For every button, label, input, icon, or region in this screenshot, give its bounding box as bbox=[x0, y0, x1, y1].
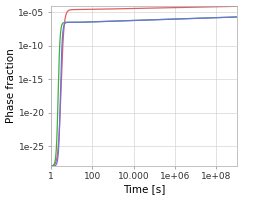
f_prec$TH_DP_GP8_P0 bbox=[81, 8, 85, 11]
f_prec$THETA_AL2CU_P0 bbox=[212, 17, 215, 19]
f_prec$THETA_AL2CU_P0 bbox=[81, 21, 85, 23]
f_prec$TH_DP_GP8_P0 bbox=[232, 5, 235, 8]
f_prec$THETA_AL2CU_P0 bbox=[129, 19, 132, 22]
f_prec$THETA_AL2CU_P0 bbox=[49, 165, 52, 167]
f_prec$THETA_PRIME_P0 bbox=[129, 19, 132, 22]
Y-axis label: Phase fraction: Phase fraction bbox=[6, 49, 16, 123]
f_prec$THETA_AL2CU_P0 bbox=[235, 16, 239, 18]
Line: f_prec$TH_DP_GP8_P0: f_prec$TH_DP_GP8_P0 bbox=[51, 6, 237, 166]
X-axis label: Time [s]: Time [s] bbox=[123, 184, 165, 194]
f_prec$THETA_PRIME_P0 bbox=[70, 21, 74, 24]
f_prec$THETA_AL2CU_P0 bbox=[70, 21, 74, 24]
Line: f_prec$THETA_AL2CU_P0: f_prec$THETA_AL2CU_P0 bbox=[51, 17, 237, 166]
f_prec$TH_DP_GP8_P0 bbox=[129, 7, 132, 10]
f_prec$TH_DP_GP8_P0 bbox=[235, 5, 239, 8]
f_prec$TH_DP_GP8_P0 bbox=[212, 6, 215, 8]
f_prec$TH_DP_GP8_P0 bbox=[70, 8, 74, 11]
f_prec$THETA_PRIME_P0 bbox=[120, 20, 124, 22]
Line: f_prec$THETA_PRIME_P0: f_prec$THETA_PRIME_P0 bbox=[51, 17, 237, 166]
f_prec$THETA_PRIME_P0 bbox=[212, 16, 215, 19]
f_prec$THETA_AL2CU_P0 bbox=[120, 20, 124, 22]
f_prec$TH_DP_GP8_P0 bbox=[49, 165, 52, 167]
f_prec$THETA_PRIME_P0 bbox=[235, 16, 239, 18]
f_prec$TH_DP_GP8_P0 bbox=[120, 7, 124, 10]
f_prec$THETA_PRIME_P0 bbox=[232, 16, 235, 18]
f_prec$THETA_PRIME_P0 bbox=[49, 165, 52, 167]
f_prec$THETA_AL2CU_P0 bbox=[232, 16, 235, 18]
f_prec$THETA_PRIME_P0 bbox=[81, 21, 85, 23]
